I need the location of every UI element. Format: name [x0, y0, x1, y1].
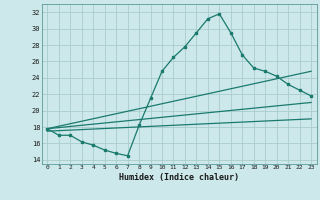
X-axis label: Humidex (Indice chaleur): Humidex (Indice chaleur)	[119, 173, 239, 182]
